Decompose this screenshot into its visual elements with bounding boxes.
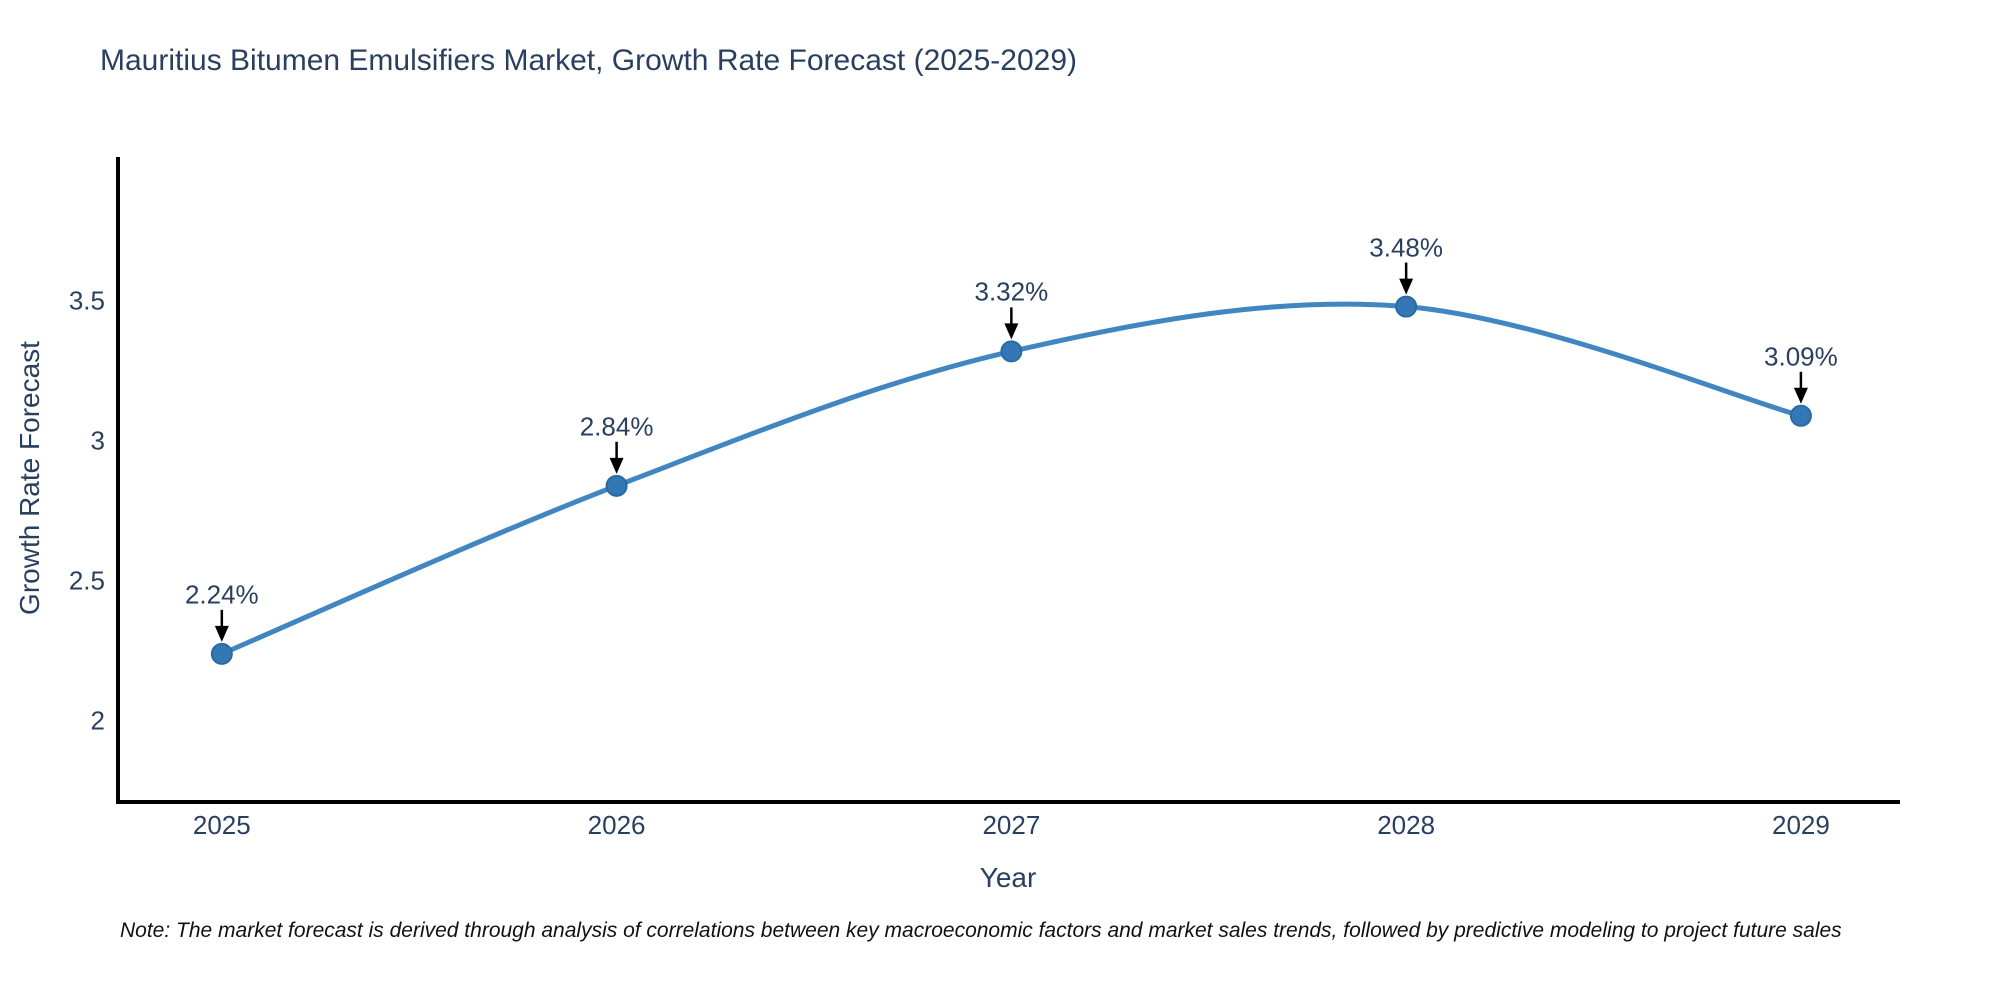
annotation-arrowhead [1004, 323, 1019, 340]
data-point-marker [1789, 404, 1812, 427]
annotation-arrowhead [1793, 387, 1808, 404]
x-axis-title: Year [979, 862, 1037, 893]
x-tick-label: 2027 [982, 810, 1041, 840]
chart-title: Mauritius Bitumen Emulsifiers Market, Gr… [100, 44, 1078, 77]
x-tick-label: 2029 [1771, 810, 1830, 840]
x-tick-label: 2028 [1377, 810, 1436, 840]
annotation-arrowhead [609, 457, 624, 474]
annotation-arrowhead [1399, 278, 1414, 295]
annotation-arrows [214, 262, 1808, 642]
data-point-marker [1000, 340, 1023, 363]
data-point-marker [210, 642, 233, 665]
y-tick-label: 3 [90, 425, 105, 456]
point-value-label: 3.48% [1369, 232, 1443, 263]
footnote: Note: The market forecast is derived thr… [120, 919, 1842, 942]
point-value-label: 3.09% [1764, 341, 1838, 372]
x-tick-label: 2026 [587, 810, 646, 840]
data-point-marker [605, 474, 628, 497]
point-value-label: 3.32% [974, 276, 1049, 307]
point-value-label: 2.24% [184, 579, 259, 610]
series-layer [210, 295, 1812, 665]
y-tick-label: 2 [90, 705, 105, 736]
point-value-label: 2.84% [579, 411, 654, 442]
data-point-marker [1395, 295, 1418, 318]
y-tick-label: 2.5 [68, 565, 105, 596]
y-tick-label: 3.5 [68, 285, 105, 316]
x-tick-label: 2025 [192, 810, 251, 840]
annotation-arrowhead [214, 625, 229, 642]
